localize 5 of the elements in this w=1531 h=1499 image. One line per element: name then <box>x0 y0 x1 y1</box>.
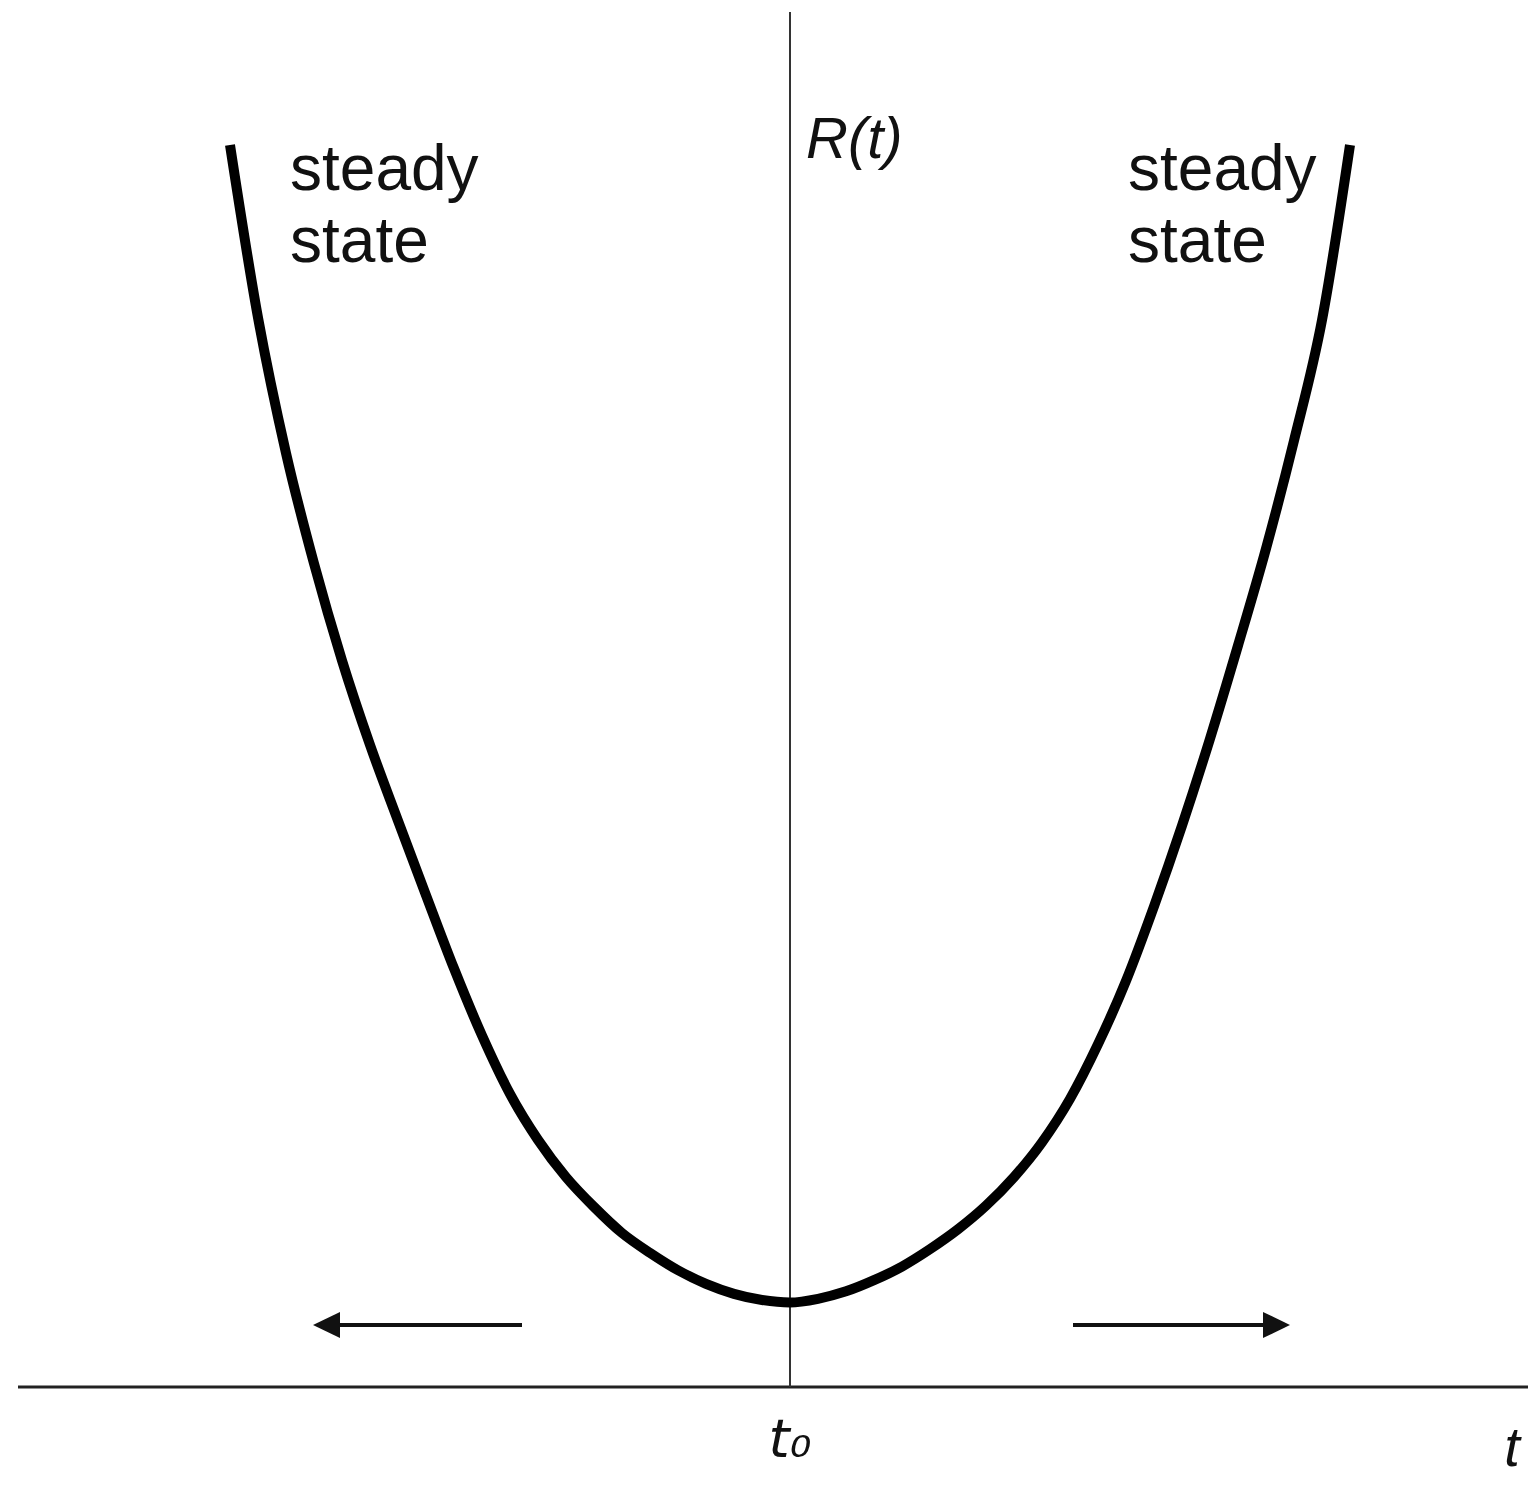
text: t₀ <box>768 1407 812 1470</box>
annotation: steady state <box>1128 132 1317 276</box>
annotation: steady state <box>290 132 479 276</box>
x-axis-title: t <box>1504 1415 1523 1478</box>
y-axis-title: R(t) <box>806 105 903 170</box>
